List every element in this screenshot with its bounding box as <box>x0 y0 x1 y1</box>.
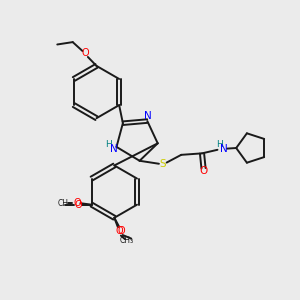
Text: O: O <box>200 166 208 176</box>
Text: H: H <box>105 140 112 149</box>
Text: H: H <box>217 140 223 149</box>
Text: O: O <box>74 200 82 210</box>
Text: O: O <box>81 48 89 59</box>
Text: O: O <box>117 226 125 236</box>
Text: N: N <box>220 144 227 154</box>
Text: N: N <box>110 144 118 154</box>
Text: CH₃: CH₃ <box>120 236 134 245</box>
Text: S: S <box>160 159 166 170</box>
Text: O: O <box>116 226 124 236</box>
Text: CH₃: CH₃ <box>58 199 72 208</box>
Text: O: O <box>73 198 81 208</box>
Text: N: N <box>144 111 152 121</box>
